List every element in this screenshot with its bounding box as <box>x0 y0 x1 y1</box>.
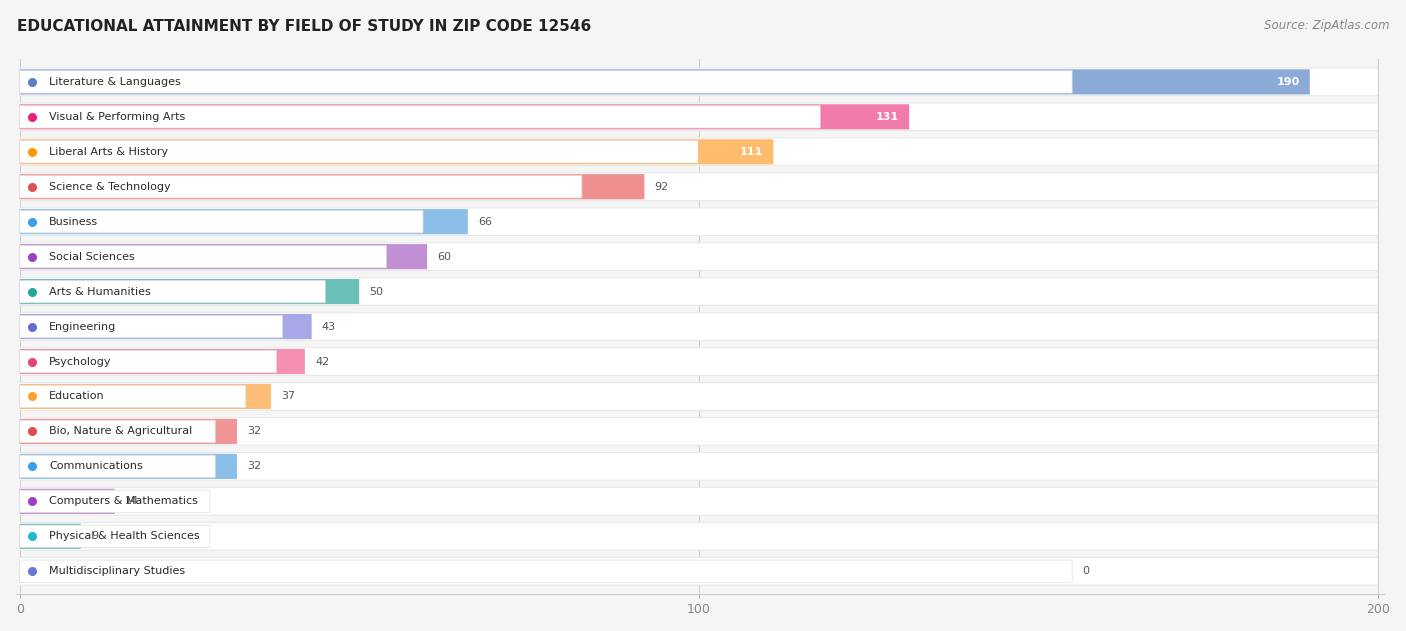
FancyBboxPatch shape <box>20 277 1378 306</box>
Text: Bio, Nature & Agricultural: Bio, Nature & Agricultural <box>49 427 193 437</box>
FancyBboxPatch shape <box>20 104 910 129</box>
FancyBboxPatch shape <box>20 384 271 409</box>
FancyBboxPatch shape <box>20 141 697 163</box>
FancyBboxPatch shape <box>20 138 1378 166</box>
Text: 190: 190 <box>1277 77 1299 87</box>
FancyBboxPatch shape <box>20 69 1310 95</box>
FancyBboxPatch shape <box>20 524 80 549</box>
FancyBboxPatch shape <box>20 417 1378 445</box>
Text: Computers & Mathematics: Computers & Mathematics <box>49 497 198 506</box>
FancyBboxPatch shape <box>20 312 1378 341</box>
Text: 92: 92 <box>655 182 669 192</box>
Text: Physical & Health Sciences: Physical & Health Sciences <box>49 531 200 541</box>
FancyBboxPatch shape <box>20 174 1378 200</box>
Text: Liberal Arts & History: Liberal Arts & History <box>49 147 167 156</box>
Text: Communications: Communications <box>49 461 142 471</box>
FancyBboxPatch shape <box>20 211 423 233</box>
FancyBboxPatch shape <box>20 244 1378 270</box>
FancyBboxPatch shape <box>20 522 1378 551</box>
FancyBboxPatch shape <box>20 489 115 514</box>
Text: 14: 14 <box>125 497 139 506</box>
FancyBboxPatch shape <box>20 69 1378 95</box>
Text: Literature & Languages: Literature & Languages <box>49 77 180 87</box>
FancyBboxPatch shape <box>20 105 820 128</box>
Text: 50: 50 <box>370 286 384 297</box>
Text: 66: 66 <box>478 216 492 227</box>
Text: 131: 131 <box>876 112 898 122</box>
Text: Engineering: Engineering <box>49 322 117 331</box>
Text: 42: 42 <box>315 357 329 367</box>
Text: Social Sciences: Social Sciences <box>49 252 135 262</box>
FancyBboxPatch shape <box>20 382 1378 411</box>
FancyBboxPatch shape <box>20 209 468 234</box>
FancyBboxPatch shape <box>20 350 277 373</box>
Text: 9: 9 <box>91 531 98 541</box>
Text: 32: 32 <box>247 427 262 437</box>
FancyBboxPatch shape <box>20 103 1378 130</box>
FancyBboxPatch shape <box>20 139 773 165</box>
FancyBboxPatch shape <box>20 523 1378 550</box>
FancyBboxPatch shape <box>20 347 1378 376</box>
FancyBboxPatch shape <box>20 242 1378 271</box>
FancyBboxPatch shape <box>20 280 325 303</box>
Text: Psychology: Psychology <box>49 357 111 367</box>
Text: 32: 32 <box>247 461 262 471</box>
FancyBboxPatch shape <box>20 488 1378 515</box>
FancyBboxPatch shape <box>20 490 209 512</box>
FancyBboxPatch shape <box>20 314 312 339</box>
Text: Arts & Humanities: Arts & Humanities <box>49 286 150 297</box>
FancyBboxPatch shape <box>20 454 238 479</box>
FancyBboxPatch shape <box>20 174 644 199</box>
FancyBboxPatch shape <box>20 383 1378 410</box>
FancyBboxPatch shape <box>20 558 1378 584</box>
FancyBboxPatch shape <box>20 560 1073 582</box>
Text: Visual & Performing Arts: Visual & Performing Arts <box>49 112 186 122</box>
Text: Multidisciplinary Studies: Multidisciplinary Studies <box>49 566 186 576</box>
FancyBboxPatch shape <box>20 71 1073 93</box>
FancyBboxPatch shape <box>20 172 1378 201</box>
FancyBboxPatch shape <box>20 418 1378 445</box>
FancyBboxPatch shape <box>20 244 427 269</box>
Text: 0: 0 <box>1083 566 1090 576</box>
FancyBboxPatch shape <box>20 349 305 374</box>
FancyBboxPatch shape <box>20 316 283 338</box>
Text: EDUCATIONAL ATTAINMENT BY FIELD OF STUDY IN ZIP CODE 12546: EDUCATIONAL ATTAINMENT BY FIELD OF STUDY… <box>17 19 591 34</box>
FancyBboxPatch shape <box>20 455 215 478</box>
Text: 111: 111 <box>740 147 763 156</box>
Text: 37: 37 <box>281 391 295 401</box>
FancyBboxPatch shape <box>20 525 209 548</box>
FancyBboxPatch shape <box>20 102 1378 131</box>
FancyBboxPatch shape <box>20 419 238 444</box>
FancyBboxPatch shape <box>20 557 1378 586</box>
FancyBboxPatch shape <box>20 452 1378 481</box>
FancyBboxPatch shape <box>20 68 1378 96</box>
FancyBboxPatch shape <box>20 175 582 198</box>
FancyBboxPatch shape <box>20 348 1378 375</box>
Text: Business: Business <box>49 216 98 227</box>
Text: Education: Education <box>49 391 104 401</box>
FancyBboxPatch shape <box>20 420 215 442</box>
Text: 43: 43 <box>322 322 336 331</box>
FancyBboxPatch shape <box>20 278 1378 305</box>
FancyBboxPatch shape <box>20 139 1378 165</box>
FancyBboxPatch shape <box>20 487 1378 516</box>
FancyBboxPatch shape <box>20 386 246 408</box>
FancyBboxPatch shape <box>20 313 1378 340</box>
Text: 60: 60 <box>437 252 451 262</box>
Text: Source: ZipAtlas.com: Source: ZipAtlas.com <box>1264 19 1389 32</box>
Text: Science & Technology: Science & Technology <box>49 182 170 192</box>
FancyBboxPatch shape <box>20 208 1378 236</box>
FancyBboxPatch shape <box>20 279 359 304</box>
FancyBboxPatch shape <box>20 453 1378 480</box>
FancyBboxPatch shape <box>20 245 387 268</box>
FancyBboxPatch shape <box>20 208 1378 235</box>
